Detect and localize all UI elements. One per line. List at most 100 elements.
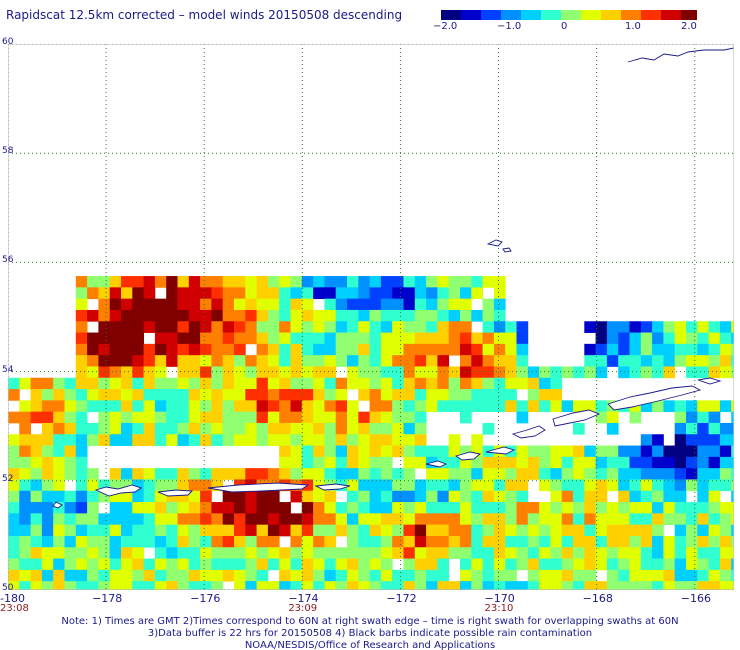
lon-tick-label: −170 (484, 592, 515, 605)
island-outline (94, 484, 143, 497)
island-outline (511, 425, 546, 439)
colorbar-swatch (633, 10, 638, 20)
colorbar-swatch (657, 10, 662, 20)
colorbar-swatch (493, 10, 498, 20)
island-outline (207, 482, 310, 493)
map-title: Rapidscat 12.5km corrected – model winds… (6, 8, 403, 22)
colorbar-swatch (565, 10, 570, 20)
wind-cells (8, 276, 734, 590)
island-outline (157, 489, 194, 497)
colorbar-swatch (637, 10, 642, 20)
colorbar-swatch (453, 10, 458, 20)
lat-tick-label: 52 (2, 473, 14, 484)
wind-difference-map (8, 44, 734, 590)
island-outline (502, 247, 512, 253)
colorbar-swatch (669, 10, 674, 20)
note-line-3: NOAA/NESDIS/Office of Research and Appli… (244, 640, 496, 650)
colorbar-tick-label: 2.0 (681, 21, 697, 32)
note-line-1: Note: 1) Times are GMT 2)Times correspon… (61, 616, 679, 627)
colorbar-swatch (449, 10, 454, 20)
island-outline (486, 239, 503, 247)
colorbar-swatch (645, 10, 650, 20)
lon-tick-label: −178 (92, 592, 123, 605)
lat-tick-label: 54 (2, 364, 14, 375)
colorbar-swatch (609, 10, 614, 20)
colorbar-swatch (649, 10, 654, 20)
colorbar-swatch (513, 10, 518, 20)
lon-tick-label: −172 (386, 592, 417, 605)
colorbar-swatch (601, 10, 606, 20)
lat-tick-label: 60 (2, 37, 14, 47)
lon-tick-label: −176 (190, 592, 221, 605)
colorbar-swatch (629, 10, 634, 20)
colorbar-swatch (685, 10, 690, 20)
colorbar-tick-label: 0 (561, 21, 568, 32)
colorbar-swatch (541, 10, 546, 20)
colorbar-swatch (441, 10, 446, 20)
colorbar-swatch (573, 10, 578, 20)
colorbar-swatch (569, 10, 574, 20)
lon-tick-label: −166 (680, 592, 711, 605)
colorbar-swatch (549, 10, 554, 20)
island-outline (607, 385, 702, 411)
island-outline (697, 377, 722, 385)
colorbar-swatch (605, 10, 610, 20)
colorbar-swatch (517, 10, 522, 20)
colorbar-swatch (465, 10, 470, 20)
colorbar-tick-label: −2.0 (433, 21, 458, 32)
time-tick-label: 23:09 (288, 603, 318, 614)
colorbar-swatch (665, 10, 670, 20)
colorbar-swatch (481, 10, 486, 20)
colorbar-swatch (553, 10, 558, 20)
colorbar-swatch (473, 10, 478, 20)
colorbar-swatch (485, 10, 490, 20)
colorbar-tick-label: −1.0 (497, 21, 522, 32)
colorbar-swatch (577, 10, 582, 20)
island-outline (52, 501, 63, 509)
colorbar-swatch (693, 10, 697, 20)
island-outline (454, 451, 482, 461)
island-outline (425, 460, 448, 468)
colorbar-swatch (529, 10, 534, 20)
colorbar-swatch (461, 10, 466, 20)
colorbar-swatch (545, 10, 550, 20)
colorbar-swatch (497, 10, 502, 20)
time-tick-label: 23:08 (0, 603, 29, 614)
colorbar-swatch (537, 10, 542, 20)
colorbar-swatch (509, 10, 514, 20)
colorbar-swatch (689, 10, 694, 20)
colorbar-swatch (533, 10, 538, 20)
colorbar-swatch (501, 10, 506, 20)
colorbar-tick-label: 1.0 (625, 21, 641, 32)
colorbar-swatch (525, 10, 530, 20)
colorbar-swatch (581, 10, 586, 20)
island-outline (314, 483, 351, 491)
colorbar-swatch (445, 10, 450, 20)
colorbar-swatch (521, 10, 526, 20)
time-tick-label: 23:10 (484, 603, 514, 614)
island-outline (552, 409, 601, 427)
colorbar-swatch (593, 10, 598, 20)
lon-tick-label: -180 (0, 592, 25, 605)
colorbar (441, 10, 697, 20)
lat-tick-label: 56 (2, 255, 14, 266)
colorbar-swatch (477, 10, 482, 20)
colorbar-swatch (673, 10, 678, 20)
colorbar-swatch (621, 10, 626, 20)
lon-tick-label: −174 (288, 592, 319, 605)
island-outline (485, 446, 516, 455)
colorbar-swatch (557, 10, 562, 20)
colorbar-swatch (585, 10, 590, 20)
colorbar-swatch (641, 10, 646, 20)
lat-tick-label: 58 (2, 146, 14, 157)
graticule (8, 44, 734, 590)
colorbar-swatch (617, 10, 622, 20)
colorbar-swatch (653, 10, 658, 20)
note-line-2: 3)Data buffer is 22 hrs for 20150508 4) … (147, 628, 593, 639)
mainland-coast (627, 47, 734, 63)
lon-tick-label: −168 (582, 592, 613, 605)
colorbar-swatch (597, 10, 602, 20)
colorbar-swatch (613, 10, 618, 20)
colorbar-swatch (505, 10, 510, 20)
